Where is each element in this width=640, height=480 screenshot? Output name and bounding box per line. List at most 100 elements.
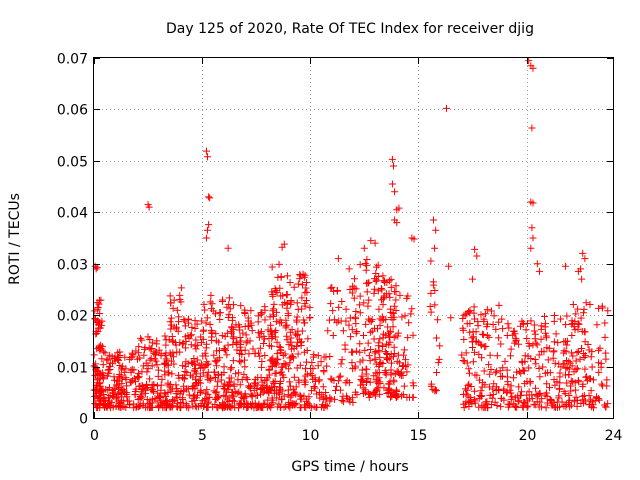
data-point — [286, 404, 294, 412]
data-point — [110, 355, 118, 363]
data-point — [392, 386, 400, 394]
data-point — [399, 371, 407, 379]
data-point — [272, 327, 280, 335]
data-point — [197, 388, 205, 396]
data-point — [114, 377, 122, 385]
data-point — [379, 272, 387, 280]
data-point — [476, 392, 484, 400]
data-point — [188, 324, 196, 332]
data-point — [90, 351, 98, 359]
data-point — [552, 403, 560, 411]
data-point — [570, 368, 578, 376]
data-point — [146, 356, 154, 364]
data-point — [432, 387, 440, 395]
data-point — [535, 403, 543, 411]
data-points — [90, 57, 612, 412]
data-point — [362, 266, 370, 274]
data-point — [103, 356, 111, 364]
data-point — [530, 321, 538, 329]
data-point — [198, 317, 206, 325]
data-point — [554, 339, 562, 347]
data-point — [287, 298, 295, 306]
data-point — [182, 344, 190, 352]
data-point — [362, 320, 370, 328]
data-point — [114, 349, 122, 357]
data-point — [580, 354, 588, 362]
data-point — [110, 373, 118, 381]
data-point — [221, 404, 229, 412]
data-point — [529, 234, 537, 242]
data-point — [162, 355, 170, 363]
data-point — [512, 334, 520, 342]
data-point — [220, 345, 228, 353]
data-point — [499, 364, 507, 372]
data-point — [242, 331, 250, 339]
data-point — [381, 348, 389, 356]
data-point — [379, 315, 387, 323]
data-point — [301, 381, 309, 389]
data-point — [458, 351, 466, 359]
data-point — [298, 305, 306, 313]
data-point — [335, 303, 343, 311]
data-point — [327, 375, 335, 383]
data-point — [392, 282, 400, 290]
data-point — [400, 382, 408, 390]
data-point — [488, 400, 496, 408]
data-point — [551, 359, 559, 367]
data-point — [189, 402, 197, 410]
data-point — [465, 365, 473, 373]
data-point — [370, 324, 378, 332]
data-point — [169, 353, 177, 361]
data-point — [275, 390, 283, 398]
data-point — [197, 379, 205, 387]
data-point — [216, 316, 224, 324]
data-point — [104, 386, 112, 394]
data-point — [379, 360, 387, 368]
data-point — [347, 333, 355, 341]
data-point — [135, 373, 143, 381]
data-point — [293, 299, 301, 307]
data-point — [195, 361, 203, 369]
data-point — [91, 307, 99, 315]
data-point — [192, 403, 200, 411]
data-point — [541, 312, 549, 320]
data-point — [487, 307, 495, 315]
data-point — [142, 380, 150, 388]
data-point — [568, 317, 576, 325]
data-point — [569, 378, 577, 386]
data-point — [527, 317, 535, 325]
data-point — [222, 392, 230, 400]
data-point — [202, 234, 210, 242]
data-point — [376, 321, 384, 329]
data-point — [145, 344, 153, 352]
data-point — [362, 370, 370, 378]
data-point — [166, 318, 174, 326]
data-point — [336, 372, 344, 380]
data-point — [154, 389, 162, 397]
data-point — [206, 320, 214, 328]
data-point — [226, 378, 234, 386]
data-point — [387, 393, 395, 401]
x-tick-label: 10 — [302, 428, 320, 444]
data-point — [486, 351, 494, 359]
data-point — [117, 372, 125, 380]
data-point — [190, 382, 198, 390]
data-point — [351, 364, 359, 372]
data-point — [97, 296, 105, 304]
data-point — [480, 317, 488, 325]
data-point — [377, 284, 385, 292]
data-point — [288, 391, 296, 399]
data-point — [170, 360, 178, 368]
data-point — [165, 336, 173, 344]
data-point — [236, 381, 244, 389]
data-point — [356, 309, 364, 317]
data-point — [254, 312, 262, 320]
data-point — [574, 305, 582, 313]
data-point — [318, 391, 326, 399]
data-point — [459, 314, 467, 322]
data-point — [473, 252, 481, 260]
data-point — [386, 293, 394, 301]
data-point — [562, 321, 570, 329]
data-point — [99, 361, 107, 369]
data-point — [475, 339, 483, 347]
